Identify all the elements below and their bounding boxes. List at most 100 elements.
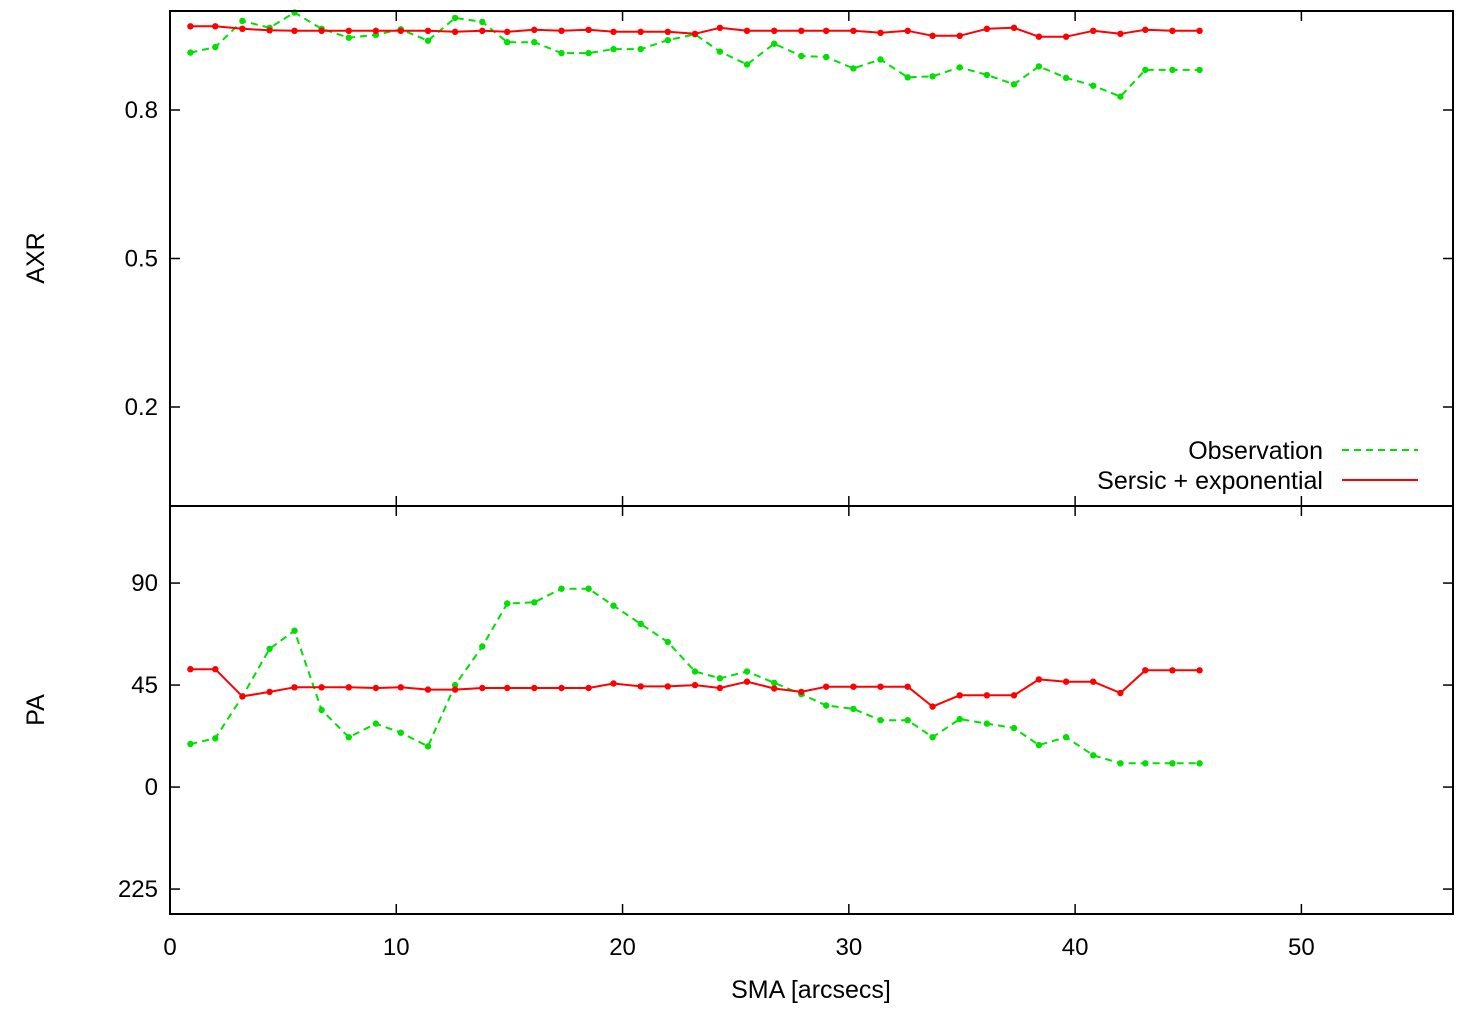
pa-point-sersic-exponential [637, 683, 644, 690]
pa-point-observation [291, 627, 298, 634]
pa-axis-title: PA [22, 694, 50, 726]
pa-point-observation [318, 706, 325, 714]
axr-point-sersic-exponential [291, 27, 298, 34]
pa-point-observation [531, 599, 538, 606]
axr-point-observation [239, 17, 246, 25]
axr-point-sersic-exponential [1035, 33, 1043, 40]
pa-point-observation [372, 720, 380, 727]
pa-tick-marks [170, 506, 1453, 914]
axr-point-observation [1169, 66, 1176, 74]
axr-point-sersic-exponential [318, 27, 325, 34]
pa-point-observation [585, 585, 592, 592]
axr-point-sersic-exponential [637, 28, 644, 35]
axr-point-sersic-exponential [1169, 27, 1176, 34]
pa-point-observation [1062, 734, 1070, 741]
axr-point-observation [451, 14, 459, 22]
axr-point-observation [798, 52, 805, 60]
pa-point-sersic-exponential [850, 683, 857, 690]
axr-point-sersic-exponential [212, 23, 219, 30]
pa-point-sersic-exponential [1169, 667, 1176, 674]
axr-point-sersic-exponential [929, 32, 936, 39]
axr-point-sersic-exponential [266, 27, 273, 34]
axr-point-sersic-exponential [1142, 26, 1149, 33]
pa-series-line-observation [190, 587, 1200, 765]
pa-point-sersic-exponential [318, 684, 325, 691]
pa-point-sersic-exponential [531, 684, 538, 692]
axr-point-observation [823, 53, 830, 61]
axr-point-observation [716, 48, 724, 55]
axr-point-observation [531, 39, 538, 46]
x-axis-title: SMA [arcsecs] [731, 976, 891, 1004]
pa-point-observation [451, 681, 459, 689]
axr-tick-marks [170, 11, 1453, 506]
pa-point-observation [771, 679, 778, 686]
axr-point-observation [1090, 82, 1097, 89]
axr-point-sersic-exponential [585, 26, 592, 33]
axr-point-sersic-exponential [479, 27, 486, 34]
axr-ytick-label: 0.2 [125, 394, 158, 421]
axr-point-sersic-exponential [372, 27, 380, 34]
axr-axis-title: AXR [22, 232, 50, 283]
legend: Observation Sersic + exponential [1097, 437, 1418, 495]
axr-point-observation [610, 45, 617, 53]
pa-point-sersic-exponential [743, 678, 751, 685]
pa-point-observation [904, 717, 911, 724]
pa-point-sersic-exponential [904, 683, 911, 690]
pa-point-sersic-exponential [585, 684, 592, 692]
axr-point-observation [479, 18, 486, 26]
axr-point-sersic-exponential [691, 30, 699, 37]
axr-y-tick-labels: 0.2 0.5 0.8 [125, 97, 158, 421]
pa-series-layer [187, 585, 1203, 767]
legend-label-observation: Observation [1188, 437, 1323, 465]
pa-point-sersic-exponential [397, 684, 404, 691]
pa-point-observation [1117, 760, 1124, 767]
axr-point-sersic-exponential [664, 28, 671, 35]
pa-point-sersic-exponential [1090, 678, 1097, 685]
x-tick-label: 20 [609, 934, 636, 961]
pa-point-observation [716, 675, 724, 682]
axr-point-observation [850, 65, 857, 72]
pa-point-sersic-exponential [345, 684, 352, 691]
pa-point-observation [929, 734, 936, 741]
axr-point-sersic-exponential [1196, 27, 1203, 34]
axr-point-observation [637, 45, 644, 53]
pa-point-sersic-exponential [691, 681, 699, 689]
pa-point-observation [877, 717, 884, 724]
axr-point-observation [664, 37, 671, 44]
axr-point-sersic-exponential [558, 27, 565, 34]
pa-point-sersic-exponential [798, 688, 805, 696]
pa-point-sersic-exponential [187, 666, 194, 673]
pa-point-sersic-exponential [266, 688, 273, 696]
axr-point-observation [929, 73, 936, 80]
pa-point-sersic-exponential [716, 684, 724, 692]
axr-ytick-label: 0.5 [125, 246, 158, 273]
x-tick-labels: 0 10 20 30 40 50 [163, 934, 1314, 961]
axr-point-observation [877, 56, 884, 63]
pa-point-observation [558, 585, 565, 592]
pa-point-observation [345, 734, 352, 741]
pa-point-observation [610, 602, 617, 609]
axr-point-sersic-exponential [1010, 24, 1018, 31]
pa-point-observation [664, 638, 671, 646]
axr-point-sersic-exponential [504, 28, 511, 35]
pa-point-observation [266, 645, 273, 652]
pa-ytick-label: 45 [131, 672, 158, 699]
axr-point-observation [1010, 81, 1018, 88]
pa-y-tick-labels: 225 0 45 90 [118, 570, 158, 903]
axr-point-observation [424, 37, 432, 44]
axr-point-sersic-exponential [798, 27, 805, 34]
pa-point-sersic-exponential [558, 684, 565, 692]
pa-plot-frame [169, 505, 1454, 915]
pa-point-sersic-exponential [664, 683, 671, 690]
axr-point-observation [187, 49, 194, 56]
axr-point-sersic-exponential [610, 28, 617, 35]
pa-point-sersic-exponential [504, 684, 511, 692]
axr-point-sersic-exponential [397, 27, 404, 34]
pa-point-observation [212, 735, 219, 742]
pa-point-sersic-exponential [424, 686, 432, 693]
axr-point-observation [904, 74, 911, 81]
pa-point-observation [637, 620, 644, 628]
pa-point-sersic-exponential [1062, 678, 1070, 685]
pa-point-sersic-exponential [372, 684, 380, 692]
